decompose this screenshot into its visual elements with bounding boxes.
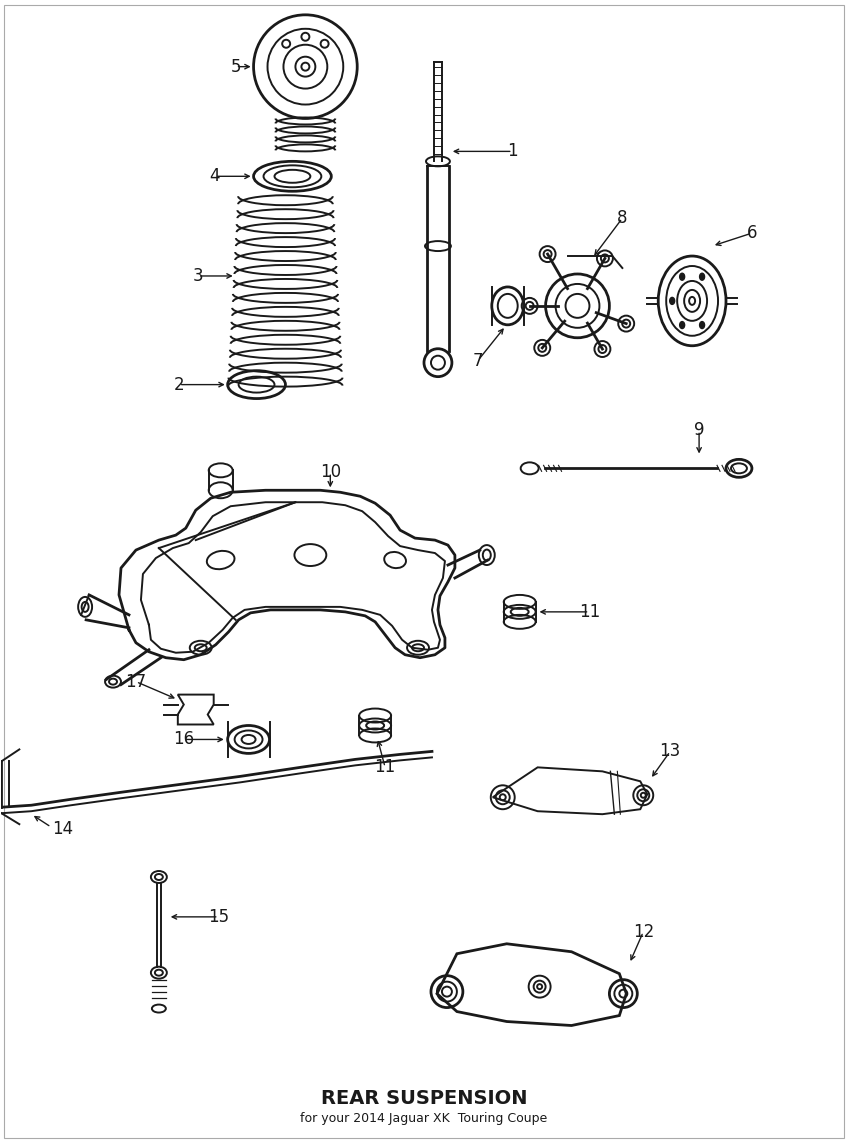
Ellipse shape — [679, 321, 684, 328]
Text: 14: 14 — [53, 821, 74, 838]
Text: 1: 1 — [507, 143, 518, 160]
Text: 11: 11 — [375, 758, 396, 776]
Text: 13: 13 — [660, 743, 681, 760]
Text: 16: 16 — [173, 730, 194, 749]
Ellipse shape — [679, 273, 684, 280]
Text: 10: 10 — [320, 463, 341, 481]
Ellipse shape — [700, 273, 705, 280]
Text: 4: 4 — [209, 167, 220, 185]
Text: 9: 9 — [694, 422, 705, 439]
Text: 6: 6 — [747, 224, 757, 242]
Text: 7: 7 — [472, 352, 483, 369]
Text: 5: 5 — [231, 57, 241, 75]
Text: REAR SUSPENSION: REAR SUSPENSION — [321, 1089, 527, 1108]
Text: 17: 17 — [126, 672, 147, 690]
Ellipse shape — [670, 297, 675, 304]
Ellipse shape — [700, 321, 705, 328]
Text: 11: 11 — [579, 602, 600, 621]
Text: 15: 15 — [208, 908, 229, 926]
Text: 8: 8 — [617, 209, 628, 227]
Text: 3: 3 — [192, 267, 203, 285]
Text: for your 2014 Jaguar XK  Touring Coupe: for your 2014 Jaguar XK Touring Coupe — [300, 1112, 548, 1125]
Text: 12: 12 — [633, 922, 654, 941]
Text: 2: 2 — [174, 376, 184, 393]
